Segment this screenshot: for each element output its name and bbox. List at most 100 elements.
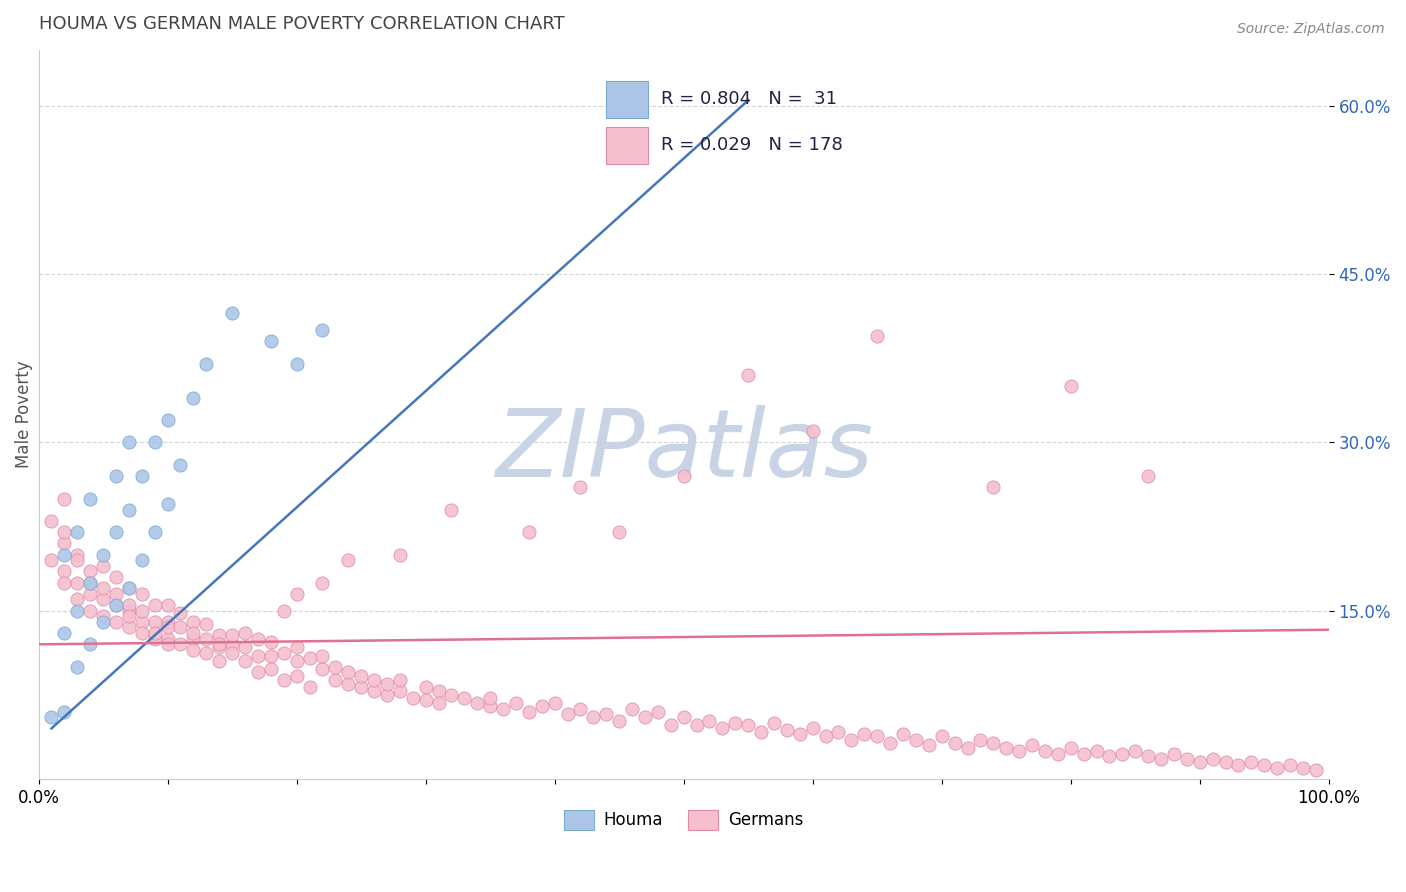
Point xyxy=(91,558,114,573)
Point xyxy=(737,368,759,383)
Point xyxy=(79,565,101,579)
Point xyxy=(285,640,308,654)
Point xyxy=(79,575,101,590)
Point xyxy=(143,525,166,540)
Point xyxy=(337,665,360,680)
Point xyxy=(1279,758,1302,772)
Point xyxy=(79,587,101,601)
Point xyxy=(479,698,502,713)
Point xyxy=(323,673,346,688)
Point xyxy=(118,598,141,612)
Point xyxy=(904,732,927,747)
Point xyxy=(221,628,243,642)
Point xyxy=(918,739,941,753)
Point xyxy=(156,632,179,646)
Point xyxy=(672,710,695,724)
Point xyxy=(79,637,101,651)
Point xyxy=(311,648,333,663)
Point xyxy=(388,684,411,698)
Point xyxy=(1021,739,1043,753)
Point xyxy=(156,413,179,427)
Point xyxy=(607,525,630,540)
Point xyxy=(311,323,333,337)
Point xyxy=(866,329,889,343)
Point xyxy=(233,626,256,640)
Point xyxy=(841,732,863,747)
Point xyxy=(131,615,153,629)
Point xyxy=(104,598,127,612)
Point xyxy=(350,680,373,694)
Point xyxy=(79,491,101,506)
Point xyxy=(91,609,114,624)
Point xyxy=(388,548,411,562)
Point xyxy=(1163,747,1185,762)
Text: HOUMA VS GERMAN MALE POVERTY CORRELATION CHART: HOUMA VS GERMAN MALE POVERTY CORRELATION… xyxy=(38,15,564,33)
Point xyxy=(143,435,166,450)
Point xyxy=(104,587,127,601)
Point xyxy=(104,469,127,483)
Point xyxy=(195,357,218,371)
Point xyxy=(956,740,979,755)
Point xyxy=(981,480,1004,494)
Point xyxy=(415,693,437,707)
Point xyxy=(1227,758,1250,772)
Point xyxy=(143,615,166,629)
Point xyxy=(273,673,295,688)
Point xyxy=(1137,749,1160,764)
Point xyxy=(273,646,295,660)
Point xyxy=(53,536,76,550)
Point xyxy=(79,575,101,590)
Point xyxy=(260,334,283,349)
Point xyxy=(1188,755,1211,769)
Point xyxy=(311,662,333,676)
Point xyxy=(530,698,553,713)
Point xyxy=(311,575,333,590)
Point xyxy=(195,646,218,660)
Point xyxy=(66,575,89,590)
Point xyxy=(1175,752,1198,766)
Point xyxy=(827,724,849,739)
Point xyxy=(1060,379,1083,393)
Point xyxy=(995,740,1018,755)
Point xyxy=(337,553,360,567)
Point xyxy=(169,637,191,651)
Point xyxy=(737,718,759,732)
Point xyxy=(131,587,153,601)
Point xyxy=(53,575,76,590)
Point xyxy=(1046,747,1069,762)
Point xyxy=(104,525,127,540)
Point xyxy=(1305,763,1327,777)
Point xyxy=(647,705,669,719)
Point xyxy=(183,643,205,657)
Point xyxy=(402,691,425,706)
Point xyxy=(711,722,734,736)
Point xyxy=(208,640,231,654)
Point xyxy=(233,640,256,654)
Point xyxy=(143,632,166,646)
Point xyxy=(1265,761,1288,775)
Point xyxy=(1098,749,1121,764)
Point xyxy=(41,514,63,528)
Point xyxy=(699,714,721,728)
Point xyxy=(465,696,488,710)
Point xyxy=(273,604,295,618)
Point xyxy=(118,604,141,618)
Point xyxy=(337,676,360,690)
Point xyxy=(156,620,179,634)
Point xyxy=(118,609,141,624)
Point xyxy=(156,598,179,612)
Point xyxy=(53,525,76,540)
Point xyxy=(246,665,269,680)
Point xyxy=(427,684,450,698)
Point xyxy=(981,736,1004,750)
Point xyxy=(517,705,540,719)
Point xyxy=(246,648,269,663)
Point xyxy=(53,491,76,506)
Point xyxy=(183,626,205,640)
Point xyxy=(323,659,346,673)
Point xyxy=(156,615,179,629)
Point xyxy=(1292,761,1315,775)
Point xyxy=(79,604,101,618)
Point xyxy=(195,617,218,632)
Point xyxy=(118,581,141,595)
